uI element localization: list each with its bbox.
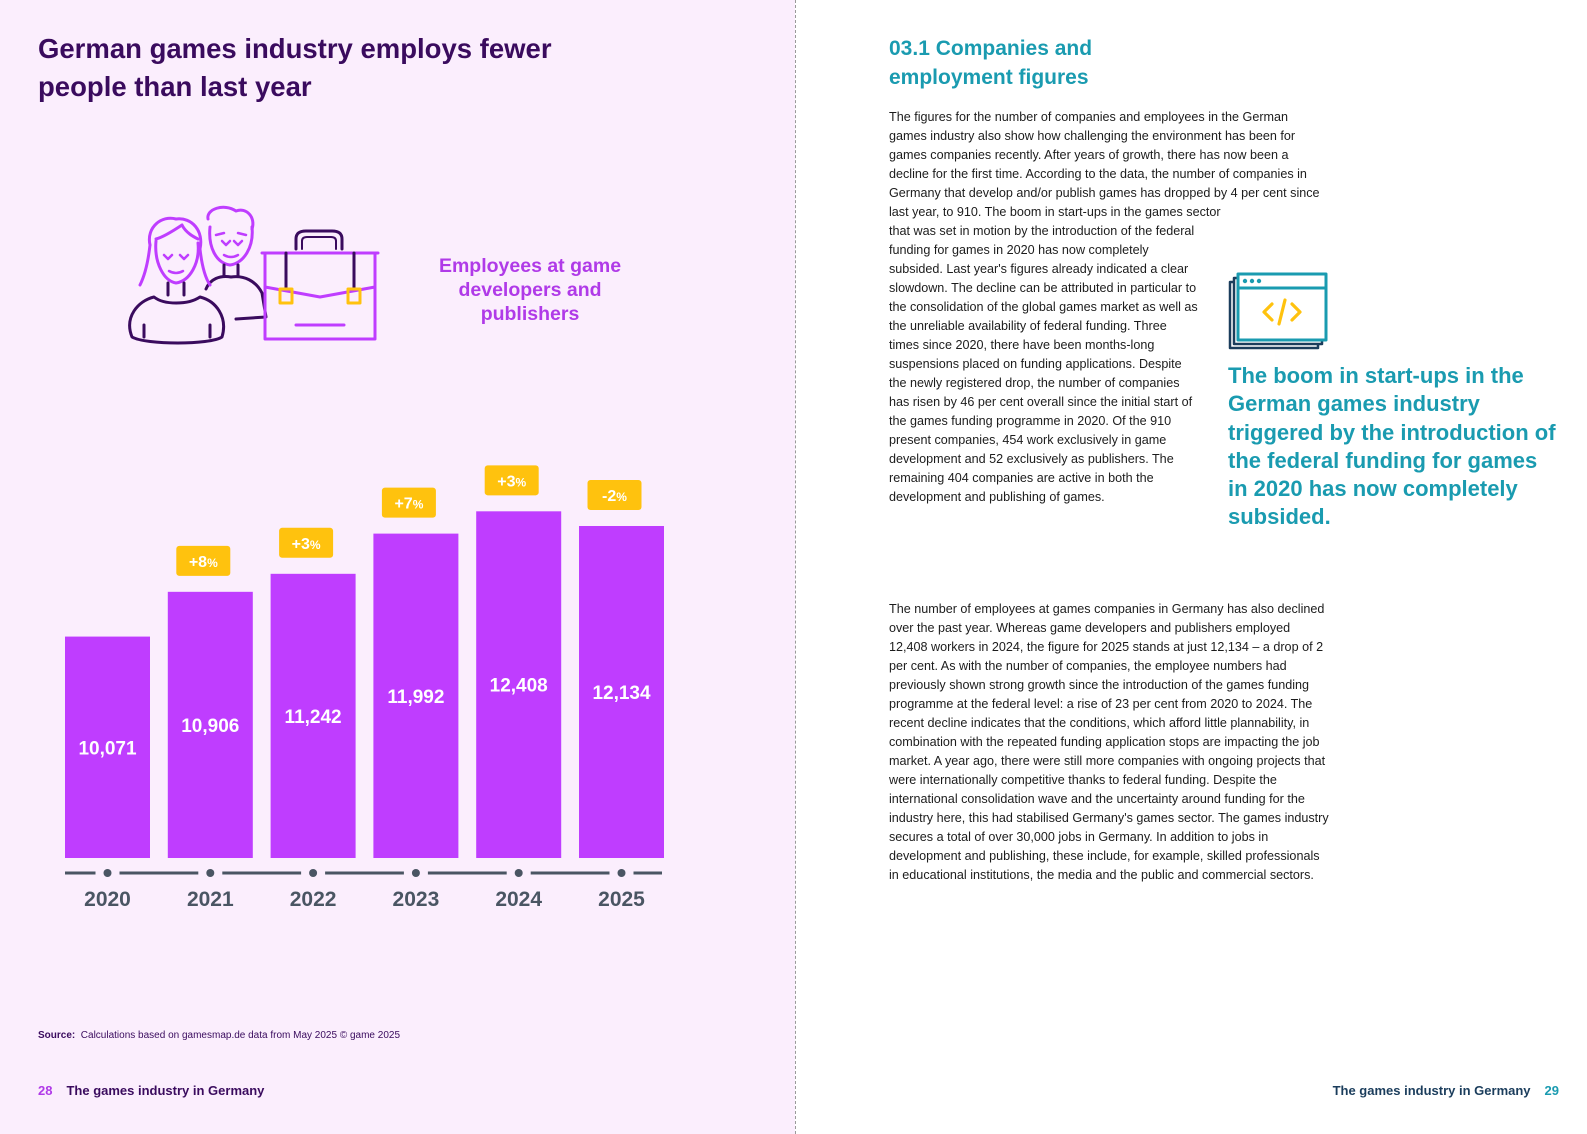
- axis-tick-dot: [103, 869, 112, 877]
- bar-2023: [373, 533, 459, 858]
- left-page: German games industry employs fewer peop…: [0, 0, 795, 1134]
- page-number-left: 28: [38, 1083, 53, 1098]
- bar-value-label: 12,134: [592, 683, 651, 704]
- change-badge: [381, 487, 436, 518]
- x-tick-label: 2020: [84, 888, 131, 911]
- change-badge: [279, 527, 334, 558]
- bar-value-label: 10,071: [78, 738, 137, 759]
- axis-tick-dot: [309, 869, 318, 877]
- change-badge: [484, 465, 539, 496]
- x-tick-label: 2025: [598, 888, 645, 911]
- body-paragraph-1: The figures for the number of companies …: [889, 108, 1329, 507]
- page-divider: [795, 0, 796, 1134]
- pull-quote: The boom in start-ups in the German game…: [1228, 363, 1556, 530]
- footer-title-left: The games industry in Germany: [66, 1083, 265, 1098]
- bar-value-label: 10,906: [181, 716, 239, 737]
- body-paragraph-1-narrow: that was set in motion by the introducti…: [889, 224, 1198, 504]
- change-badge-label: +7%: [394, 496, 423, 513]
- code-window-icon: [1228, 272, 1328, 350]
- x-tick-label: 2021: [187, 888, 234, 911]
- body-paragraph-2: The number of employees at games compani…: [889, 602, 1329, 882]
- bar-2020: [65, 636, 150, 858]
- bar-2021: [167, 591, 253, 858]
- source-label: Source:: [38, 1030, 76, 1041]
- footer-right: The games industry in Germany 29: [1333, 1083, 1559, 1098]
- body-paragraph-1-wide: The figures for the number of companies …: [889, 110, 1320, 219]
- bar-2022: [270, 573, 356, 858]
- employees-bar-chart: 10,071 2020 10,906 2021 +8% 11,242 2022 +3% 11,9…: [65, 465, 664, 911]
- change-badge-label: +3%: [497, 473, 526, 490]
- x-tick-label: 2024: [495, 888, 542, 911]
- section-title: 03.1 Companies and employment figures: [889, 37, 1093, 89]
- footer-left: 28 The games industry in Germany: [38, 1083, 264, 1098]
- source-note: Source: Calculations based on gamesmap.d…: [38, 1030, 400, 1041]
- source-text: Calculations based on gamesmap.de data f…: [80, 1030, 401, 1041]
- change-badge: [587, 480, 642, 510]
- bar-value-label: 11,992: [387, 687, 444, 708]
- axis-tick-dot: [206, 869, 215, 877]
- axis-tick-dot: [411, 869, 420, 877]
- footer-title-right: The games industry in Germany: [1332, 1083, 1531, 1098]
- page-title: German games industry employs fewer peop…: [38, 33, 552, 102]
- bar-value-label: 11,242: [285, 707, 342, 728]
- x-tick-label: 2022: [290, 888, 337, 911]
- bar-value-label: 12,408: [490, 676, 548, 697]
- change-badge: [176, 545, 231, 576]
- change-badge-label: +3%: [292, 536, 321, 553]
- people-briefcase-icon: [128, 205, 380, 345]
- right-page: 03.1 Companies and employment figures Th…: [796, 0, 1587, 1134]
- bar-2024: [476, 511, 562, 858]
- axis-tick-dot: [514, 869, 523, 877]
- change-badge-label: -2%: [602, 488, 627, 505]
- x-tick-label: 2023: [393, 888, 440, 911]
- change-badge-label: +8%: [189, 554, 218, 571]
- axis-tick-dot: [617, 869, 626, 877]
- page-number-right: 29: [1544, 1083, 1559, 1098]
- chart-label: Employees at game developers and publish…: [438, 255, 622, 325]
- bar-2025: [579, 526, 664, 858]
